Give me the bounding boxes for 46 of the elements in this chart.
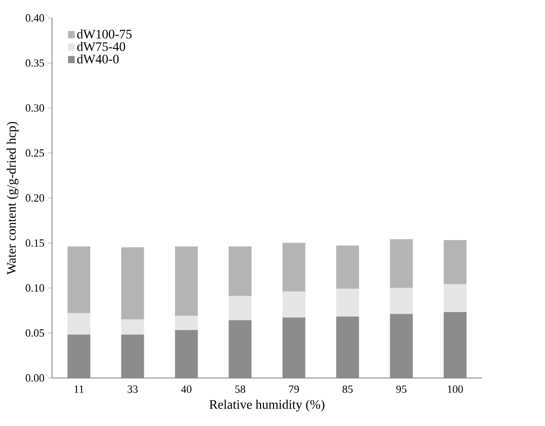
bar: [390, 288, 413, 314]
bar: [228, 320, 252, 378]
y-tick-label: 0.15: [26, 239, 44, 247]
bar: [228, 296, 252, 321]
x-tick-label: 11: [74, 386, 84, 393]
bar: [390, 239, 413, 288]
legend-label: dW100-75: [77, 29, 132, 39]
bar: [174, 246, 198, 316]
bar: [336, 288, 360, 317]
bar: [336, 246, 360, 290]
bar: [444, 284, 467, 312]
y-tick-label: 0.05: [26, 329, 44, 337]
y-tick-label: 0.20: [26, 194, 44, 202]
bar: [336, 316, 360, 378]
x-tick-label: 40: [181, 386, 192, 393]
bar: [444, 312, 467, 378]
bar: [121, 334, 144, 378]
x-tick-label: 79: [289, 386, 299, 393]
bar: [67, 246, 90, 314]
y-tick-label: 0.25: [26, 149, 44, 157]
y-tick-label: 0.00: [26, 374, 44, 382]
bar: [121, 319, 144, 335]
bar: [228, 246, 252, 296]
bar: [67, 334, 90, 378]
x-tick-label: 33: [128, 386, 138, 393]
y-tick-label: 0.30: [26, 104, 44, 112]
y-tick-label: 0.40: [26, 14, 44, 22]
x-tick-label: 100: [448, 386, 463, 393]
bar: [67, 313, 90, 335]
bar: [282, 242, 306, 292]
y-axis-title: Water content (g/g-dried hcp): [6, 122, 18, 275]
legend-label: dW40-0: [77, 54, 119, 64]
bar: [390, 314, 413, 378]
x-tick-label: 58: [235, 386, 246, 393]
bar: [282, 318, 306, 378]
bar: [174, 316, 198, 330]
x-tick-label: 95: [396, 386, 406, 393]
bar: [444, 240, 467, 285]
bar: [121, 247, 144, 320]
x-tick-label: 85: [342, 386, 353, 393]
y-tick-label: 0.35: [26, 59, 44, 67]
y-tick-label: 0.10: [26, 284, 44, 292]
x-axis-title: Relative humidity (%): [209, 400, 324, 412]
bar: [282, 291, 306, 318]
legend-label: dW75-40: [77, 42, 126, 52]
bar: [174, 330, 198, 378]
